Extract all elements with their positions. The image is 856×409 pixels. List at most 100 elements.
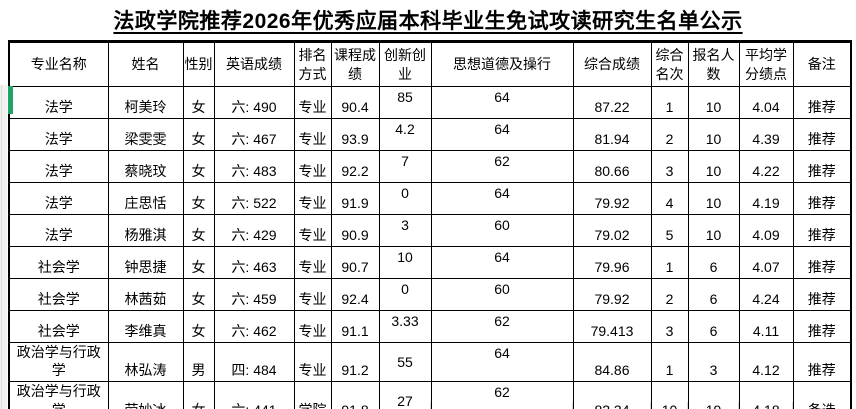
table-cell[interactable]: 4.39 [738, 118, 794, 151]
table-cell[interactable]: 62 [430, 381, 574, 409]
table-cell[interactable]: 10 [687, 214, 740, 247]
table-cell[interactable]: 4.09 [738, 214, 794, 247]
table-cell[interactable]: 10 [687, 150, 740, 183]
table-cell[interactable]: 专业 [293, 310, 332, 343]
table-cell[interactable]: 1 [650, 341, 689, 383]
table-cell[interactable]: 女 [182, 381, 215, 409]
table-cell[interactable]: 93.9 [330, 118, 380, 151]
table-cell[interactable]: 64 [430, 182, 574, 215]
table-cell[interactable]: 60 [430, 278, 574, 311]
table-cell[interactable]: 六: 490 [213, 86, 295, 119]
table-cell[interactable]: 10 [687, 118, 740, 151]
table-cell[interactable]: 政治学与行政学 [8, 341, 109, 383]
table-cell[interactable]: 79.92 [572, 278, 652, 311]
table-cell[interactable]: 专业 [293, 118, 332, 151]
table-cell[interactable]: 推荐 [792, 341, 852, 383]
table-cell[interactable]: 91.9 [330, 182, 380, 215]
table-cell[interactable]: 六: 459 [213, 278, 295, 311]
table-cell[interactable]: 60 [430, 214, 574, 247]
table-cell[interactable]: 3 [650, 310, 689, 343]
table-cell[interactable]: 专业 [293, 182, 332, 215]
table-cell[interactable]: 79.02 [572, 214, 652, 247]
table-cell[interactable]: 92.4 [330, 278, 380, 311]
column-header[interactable]: 专业名称 [8, 41, 109, 87]
table-cell[interactable]: 4.22 [738, 150, 794, 183]
table-cell[interactable]: 女 [182, 118, 215, 151]
table-cell[interactable]: 社会学 [8, 246, 109, 279]
table-cell[interactable]: 91.1 [330, 310, 380, 343]
table-cell[interactable]: 10 [650, 381, 689, 409]
table-cell[interactable]: 2 [650, 118, 689, 151]
table-cell[interactable]: 蔡晓玟 [107, 150, 184, 183]
table-cell[interactable]: 女 [182, 278, 215, 311]
table-cell[interactable]: 专业 [293, 341, 332, 383]
table-cell[interactable]: 六: 463 [213, 246, 295, 279]
table-cell[interactable]: 79.413 [572, 310, 652, 343]
table-cell[interactable]: 推荐 [792, 310, 852, 343]
table-cell[interactable]: 林弘涛 [107, 341, 184, 383]
table-cell[interactable]: 六: 467 [213, 118, 295, 151]
column-header[interactable]: 性别 [182, 41, 215, 87]
table-cell[interactable]: 1 [650, 246, 689, 279]
table-cell[interactable]: 4.07 [738, 246, 794, 279]
table-cell[interactable]: 1 [650, 86, 689, 119]
table-cell[interactable]: 法学 [8, 150, 109, 183]
table-cell[interactable]: 法学 [8, 86, 109, 119]
table-cell[interactable]: 推荐 [792, 278, 852, 311]
table-cell[interactable]: 学院 [293, 381, 332, 409]
table-cell[interactable]: 91.2 [330, 341, 380, 383]
table-cell[interactable]: 4.18 [738, 381, 794, 409]
table-cell[interactable]: 4.19 [738, 182, 794, 215]
table-cell[interactable]: 六: 441 [213, 381, 295, 409]
table-cell[interactable]: 六: 483 [213, 150, 295, 183]
table-cell[interactable]: 27 [378, 381, 432, 409]
column-header[interactable]: 排名方式 [293, 41, 332, 87]
table-cell[interactable]: 62 [430, 150, 574, 183]
table-cell[interactable]: 85 [378, 86, 432, 119]
table-cell[interactable]: 六: 429 [213, 214, 295, 247]
table-cell[interactable]: 91.8 [330, 381, 380, 409]
table-cell[interactable]: 4.24 [738, 278, 794, 311]
table-cell[interactable]: 女 [182, 86, 215, 119]
table-cell[interactable]: 庄思恬 [107, 182, 184, 215]
table-cell[interactable]: 李维真 [107, 310, 184, 343]
table-cell[interactable]: 专业 [293, 150, 332, 183]
table-cell[interactable]: 3 [650, 150, 689, 183]
table-cell[interactable]: 专业 [293, 278, 332, 311]
table-cell[interactable]: 6 [687, 246, 740, 279]
column-header[interactable]: 创新创业 [378, 41, 432, 87]
table-cell[interactable]: 64 [430, 118, 574, 151]
table-cell[interactable]: 杨雅淇 [107, 214, 184, 247]
table-cell[interactable]: 备选 [792, 381, 852, 409]
table-cell[interactable]: 4 [650, 182, 689, 215]
table-cell[interactable]: 政治学与行政学 [8, 381, 109, 409]
column-header[interactable]: 英语成绩 [213, 41, 295, 87]
table-cell[interactable]: 55 [378, 341, 432, 383]
table-cell[interactable]: 女 [182, 182, 215, 215]
table-cell[interactable]: 社会学 [8, 310, 109, 343]
table-cell[interactable]: 6 [687, 310, 740, 343]
table-cell[interactable]: 4.2 [378, 118, 432, 151]
table-cell[interactable]: 3 [687, 341, 740, 383]
table-cell[interactable]: 法学 [8, 182, 109, 215]
column-header[interactable]: 报名人数 [687, 41, 740, 87]
table-cell[interactable]: 法学 [8, 118, 109, 151]
table-cell[interactable]: 80.66 [572, 150, 652, 183]
table-cell[interactable]: 79.92 [572, 182, 652, 215]
table-cell[interactable]: 92.2 [330, 150, 380, 183]
table-cell[interactable]: 女 [182, 246, 215, 279]
table-cell[interactable]: 4.11 [738, 310, 794, 343]
table-cell[interactable]: 6 [687, 278, 740, 311]
table-cell[interactable]: 推荐 [792, 182, 852, 215]
table-cell[interactable]: 推荐 [792, 86, 852, 119]
table-cell[interactable]: 90.4 [330, 86, 380, 119]
table-cell[interactable]: 3 [378, 214, 432, 247]
table-cell[interactable]: 82.34 [572, 381, 652, 409]
table-cell[interactable]: 推荐 [792, 150, 852, 183]
table-cell[interactable]: 男 [182, 341, 215, 383]
table-cell[interactable]: 5 [650, 214, 689, 247]
table-cell[interactable]: 4.12 [738, 341, 794, 383]
table-cell[interactable]: 0 [378, 182, 432, 215]
table-cell[interactable]: 女 [182, 310, 215, 343]
table-cell[interactable]: 推荐 [792, 246, 852, 279]
